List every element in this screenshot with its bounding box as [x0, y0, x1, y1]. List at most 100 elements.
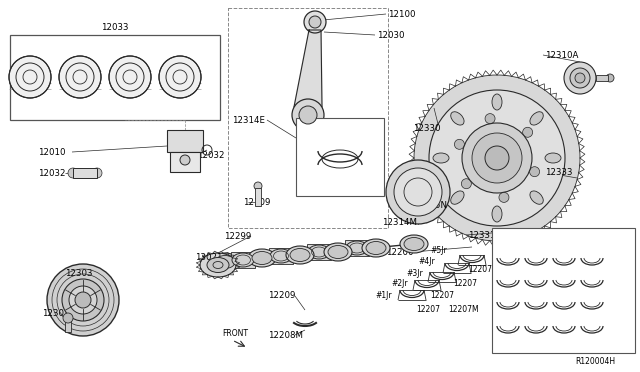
Bar — [269, 248, 293, 264]
Bar — [345, 240, 369, 256]
Ellipse shape — [366, 241, 386, 254]
Text: #4Jr: #4Jr — [418, 257, 435, 266]
Circle shape — [462, 123, 532, 193]
Circle shape — [62, 279, 104, 321]
Text: 12208M: 12208M — [268, 330, 303, 340]
Ellipse shape — [286, 246, 314, 264]
Text: 12207S: 12207S — [583, 279, 612, 288]
Ellipse shape — [545, 153, 561, 163]
Text: 12314E: 12314E — [232, 115, 265, 125]
Circle shape — [485, 146, 509, 170]
Circle shape — [68, 168, 78, 178]
Ellipse shape — [362, 239, 390, 257]
Text: 12033: 12033 — [101, 22, 129, 32]
Text: 12207: 12207 — [430, 292, 454, 301]
Circle shape — [47, 264, 119, 336]
Circle shape — [304, 11, 326, 33]
Text: 12207: 12207 — [453, 279, 477, 289]
Text: 12209: 12209 — [268, 292, 296, 301]
Polygon shape — [294, 30, 322, 107]
Circle shape — [92, 168, 102, 178]
Ellipse shape — [451, 112, 464, 125]
Circle shape — [292, 99, 324, 131]
Bar — [167, 130, 203, 152]
Ellipse shape — [211, 253, 239, 271]
Ellipse shape — [433, 153, 449, 163]
Text: 12032: 12032 — [38, 169, 65, 177]
Bar — [170, 152, 200, 172]
Text: 12314M: 12314M — [382, 218, 417, 227]
Circle shape — [485, 113, 495, 124]
Circle shape — [75, 292, 91, 308]
Text: FRONT: FRONT — [222, 330, 248, 339]
Circle shape — [472, 133, 522, 183]
Ellipse shape — [252, 251, 272, 264]
Bar — [73, 168, 97, 178]
Text: 12200: 12200 — [386, 247, 413, 257]
Text: 12207: 12207 — [416, 305, 440, 314]
Text: 12207S: 12207S — [563, 304, 592, 312]
Text: US=0.25: US=0.25 — [496, 234, 529, 243]
Text: #1Jr: #1Jr — [375, 291, 392, 299]
Text: 12207S: 12207S — [550, 315, 579, 324]
Circle shape — [159, 56, 201, 98]
Ellipse shape — [290, 248, 310, 262]
Text: #3Jr: #3Jr — [406, 269, 423, 279]
Circle shape — [564, 62, 596, 94]
Text: 12207M: 12207M — [448, 305, 479, 314]
Text: #2Jr: #2Jr — [391, 279, 408, 289]
Ellipse shape — [248, 249, 276, 267]
Text: 12207S: 12207S — [590, 266, 619, 275]
Text: 12030: 12030 — [377, 31, 404, 39]
Ellipse shape — [324, 243, 352, 261]
Text: 12010: 12010 — [38, 148, 65, 157]
Circle shape — [386, 160, 450, 224]
Circle shape — [461, 179, 471, 189]
Ellipse shape — [400, 235, 428, 253]
Ellipse shape — [346, 241, 368, 255]
Text: 12315N: 12315N — [413, 201, 447, 209]
Circle shape — [109, 56, 151, 98]
Circle shape — [309, 16, 321, 28]
Circle shape — [9, 56, 51, 98]
Ellipse shape — [530, 112, 543, 125]
Circle shape — [63, 313, 73, 323]
Ellipse shape — [492, 94, 502, 110]
Text: 12100: 12100 — [388, 10, 415, 19]
Bar — [307, 244, 331, 260]
Ellipse shape — [492, 206, 502, 222]
Circle shape — [59, 56, 101, 98]
Text: 12111: 12111 — [338, 135, 365, 144]
Circle shape — [570, 68, 590, 88]
Text: 12333: 12333 — [545, 167, 573, 176]
Circle shape — [499, 192, 509, 202]
Text: 12303: 12303 — [65, 269, 93, 278]
Text: 13021: 13021 — [195, 253, 223, 263]
Text: 12207: 12207 — [468, 266, 492, 275]
Text: 12330: 12330 — [413, 124, 440, 132]
Circle shape — [523, 127, 532, 137]
Ellipse shape — [200, 253, 236, 277]
Bar — [10, 35, 220, 120]
Ellipse shape — [530, 191, 543, 204]
Text: 12310A: 12310A — [545, 51, 579, 60]
Circle shape — [429, 90, 565, 226]
Text: 12331: 12331 — [468, 231, 495, 240]
Ellipse shape — [232, 253, 254, 267]
Ellipse shape — [328, 246, 348, 259]
Ellipse shape — [404, 237, 424, 250]
Circle shape — [394, 168, 442, 216]
Circle shape — [454, 140, 465, 149]
Circle shape — [414, 75, 580, 241]
Circle shape — [69, 286, 97, 314]
Bar — [296, 118, 384, 196]
Circle shape — [575, 73, 585, 83]
Ellipse shape — [207, 257, 229, 273]
Circle shape — [254, 182, 262, 190]
Bar — [596, 75, 608, 81]
Text: 12207SA: 12207SA — [574, 292, 608, 301]
Bar — [231, 252, 255, 268]
Bar — [255, 188, 261, 206]
Ellipse shape — [451, 191, 464, 204]
Bar — [65, 320, 71, 332]
